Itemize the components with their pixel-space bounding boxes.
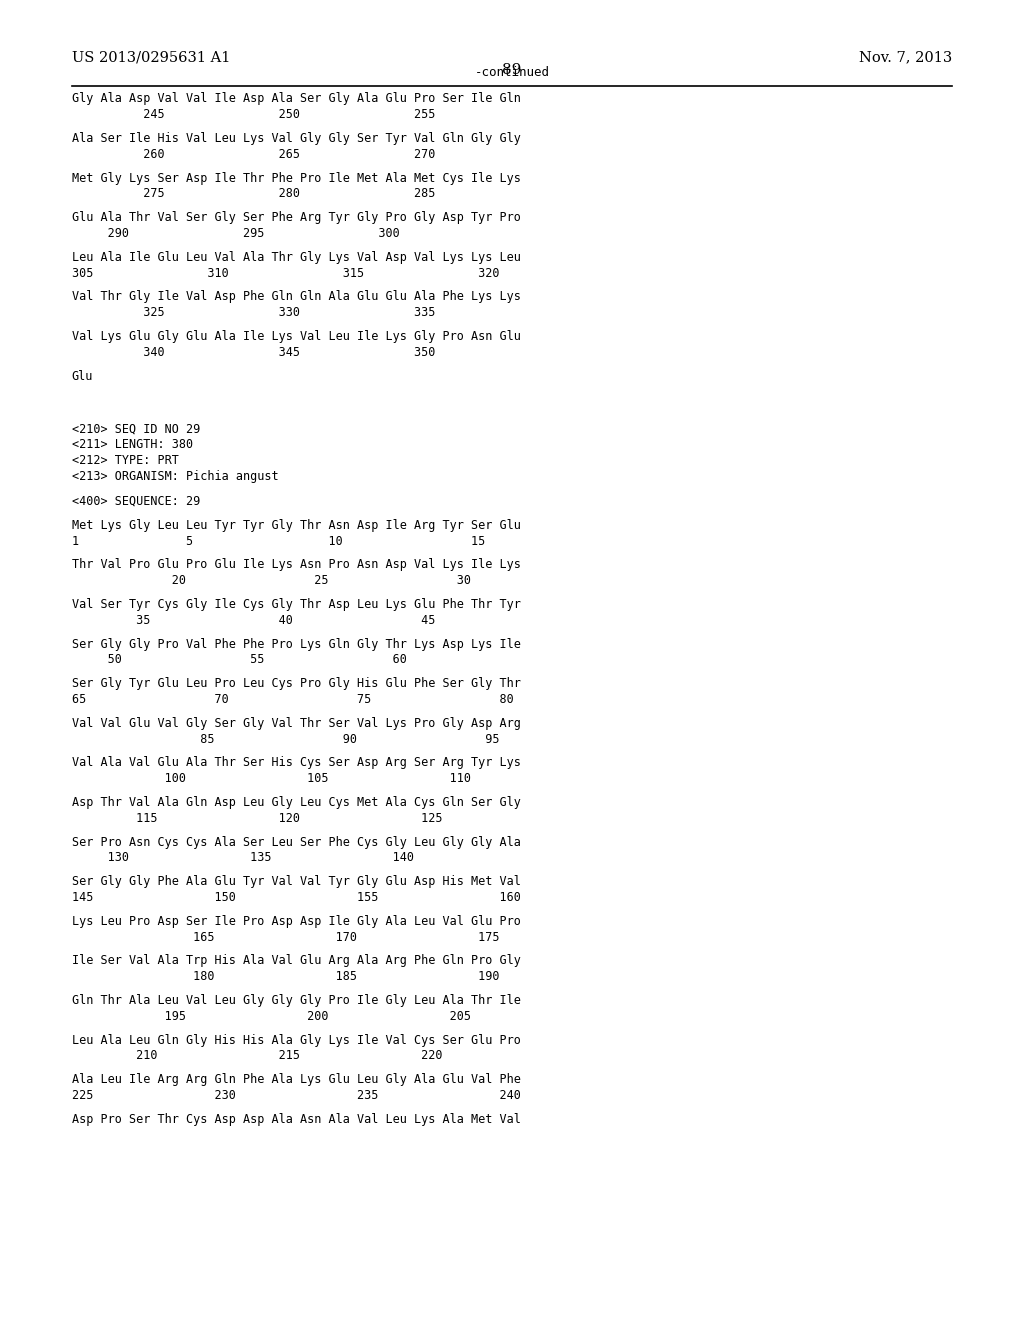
Text: 145                 150                 155                 160: 145 150 155 160 <box>72 891 520 904</box>
Text: 325                330                335: 325 330 335 <box>72 306 435 319</box>
Text: Val Ala Val Glu Ala Thr Ser His Cys Ser Asp Arg Ser Arg Tyr Lys: Val Ala Val Glu Ala Thr Ser His Cys Ser … <box>72 756 520 770</box>
Text: 65                  70                  75                  80: 65 70 75 80 <box>72 693 513 706</box>
Text: Met Lys Gly Leu Leu Tyr Tyr Gly Thr Asn Asp Ile Arg Tyr Ser Glu: Met Lys Gly Leu Leu Tyr Tyr Gly Thr Asn … <box>72 519 520 532</box>
Text: Asp Pro Ser Thr Cys Asp Asp Ala Asn Ala Val Leu Lys Ala Met Val: Asp Pro Ser Thr Cys Asp Asp Ala Asn Ala … <box>72 1113 520 1126</box>
Text: Ala Ser Ile His Val Leu Lys Val Gly Gly Ser Tyr Val Gln Gly Gly: Ala Ser Ile His Val Leu Lys Val Gly Gly … <box>72 132 520 145</box>
Text: 20                  25                  30: 20 25 30 <box>72 574 471 587</box>
Text: 210                 215                 220: 210 215 220 <box>72 1049 442 1063</box>
Text: 85                  90                  95: 85 90 95 <box>72 733 499 746</box>
Text: Ile Ser Val Ala Trp His Ala Val Glu Arg Ala Arg Phe Gln Pro Gly: Ile Ser Val Ala Trp His Ala Val Glu Arg … <box>72 954 520 968</box>
Text: US 2013/0295631 A1: US 2013/0295631 A1 <box>72 50 230 65</box>
Text: Leu Ala Leu Gln Gly His His Ala Gly Lys Ile Val Cys Ser Glu Pro: Leu Ala Leu Gln Gly His His Ala Gly Lys … <box>72 1034 520 1047</box>
Text: 225                 230                 235                 240: 225 230 235 240 <box>72 1089 520 1102</box>
Text: 290                295                300: 290 295 300 <box>72 227 399 240</box>
Text: -continued: -continued <box>474 66 550 79</box>
Text: 275                280                285: 275 280 285 <box>72 187 435 201</box>
Text: <211> LENGTH: 380: <211> LENGTH: 380 <box>72 438 193 451</box>
Text: 180                 185                 190: 180 185 190 <box>72 970 499 983</box>
Text: Met Gly Lys Ser Asp Ile Thr Phe Pro Ile Met Ala Met Cys Ile Lys: Met Gly Lys Ser Asp Ile Thr Phe Pro Ile … <box>72 172 520 185</box>
Text: 100                 105                 110: 100 105 110 <box>72 772 471 785</box>
Text: Ser Gly Gly Pro Val Phe Phe Pro Lys Gln Gly Thr Lys Asp Lys Ile: Ser Gly Gly Pro Val Phe Phe Pro Lys Gln … <box>72 638 520 651</box>
Text: <210> SEQ ID NO 29: <210> SEQ ID NO 29 <box>72 422 200 436</box>
Text: 50                  55                  60: 50 55 60 <box>72 653 407 667</box>
Text: Glu Ala Thr Val Ser Gly Ser Phe Arg Tyr Gly Pro Gly Asp Tyr Pro: Glu Ala Thr Val Ser Gly Ser Phe Arg Tyr … <box>72 211 520 224</box>
Text: 1               5                   10                  15: 1 5 10 15 <box>72 535 485 548</box>
Text: 245                250                255: 245 250 255 <box>72 108 435 121</box>
Text: Ser Gly Gly Phe Ala Glu Tyr Val Val Tyr Gly Glu Asp His Met Val: Ser Gly Gly Phe Ala Glu Tyr Val Val Tyr … <box>72 875 520 888</box>
Text: Gln Thr Ala Leu Val Leu Gly Gly Gly Pro Ile Gly Leu Ala Thr Ile: Gln Thr Ala Leu Val Leu Gly Gly Gly Pro … <box>72 994 520 1007</box>
Text: 340                345                350: 340 345 350 <box>72 346 435 359</box>
Text: 260                265                270: 260 265 270 <box>72 148 435 161</box>
Text: <212> TYPE: PRT: <212> TYPE: PRT <box>72 454 178 467</box>
Text: 195                 200                 205: 195 200 205 <box>72 1010 471 1023</box>
Text: Val Ser Tyr Cys Gly Ile Cys Gly Thr Asp Leu Lys Glu Phe Thr Tyr: Val Ser Tyr Cys Gly Ile Cys Gly Thr Asp … <box>72 598 520 611</box>
Text: <213> ORGANISM: Pichia angust: <213> ORGANISM: Pichia angust <box>72 470 279 483</box>
Text: Gly Ala Asp Val Val Ile Asp Ala Ser Gly Ala Glu Pro Ser Ile Gln: Gly Ala Asp Val Val Ile Asp Ala Ser Gly … <box>72 92 520 106</box>
Text: 35                  40                  45: 35 40 45 <box>72 614 435 627</box>
Text: Leu Ala Ile Glu Leu Val Ala Thr Gly Lys Val Asp Val Lys Lys Leu: Leu Ala Ile Glu Leu Val Ala Thr Gly Lys … <box>72 251 520 264</box>
Text: Lys Leu Pro Asp Ser Ile Pro Asp Asp Ile Gly Ala Leu Val Glu Pro: Lys Leu Pro Asp Ser Ile Pro Asp Asp Ile … <box>72 915 520 928</box>
Text: Val Val Glu Val Gly Ser Gly Val Thr Ser Val Lys Pro Gly Asp Arg: Val Val Glu Val Gly Ser Gly Val Thr Ser … <box>72 717 520 730</box>
Text: 89: 89 <box>503 63 521 78</box>
Text: Asp Thr Val Ala Gln Asp Leu Gly Leu Cys Met Ala Cys Gln Ser Gly: Asp Thr Val Ala Gln Asp Leu Gly Leu Cys … <box>72 796 520 809</box>
Text: Nov. 7, 2013: Nov. 7, 2013 <box>859 50 952 65</box>
Text: 305                310                315                320: 305 310 315 320 <box>72 267 499 280</box>
Text: 115                 120                 125: 115 120 125 <box>72 812 442 825</box>
Text: Thr Val Pro Glu Pro Glu Ile Lys Asn Pro Asn Asp Val Lys Ile Lys: Thr Val Pro Glu Pro Glu Ile Lys Asn Pro … <box>72 558 520 572</box>
Text: Val Thr Gly Ile Val Asp Phe Gln Gln Ala Glu Glu Ala Phe Lys Lys: Val Thr Gly Ile Val Asp Phe Gln Gln Ala … <box>72 290 520 304</box>
Text: Ser Pro Asn Cys Cys Ala Ser Leu Ser Phe Cys Gly Leu Gly Gly Ala: Ser Pro Asn Cys Cys Ala Ser Leu Ser Phe … <box>72 836 520 849</box>
Text: Ser Gly Tyr Glu Leu Pro Leu Cys Pro Gly His Glu Phe Ser Gly Thr: Ser Gly Tyr Glu Leu Pro Leu Cys Pro Gly … <box>72 677 520 690</box>
Text: Ala Leu Ile Arg Arg Gln Phe Ala Lys Glu Leu Gly Ala Glu Val Phe: Ala Leu Ile Arg Arg Gln Phe Ala Lys Glu … <box>72 1073 520 1086</box>
Text: Glu: Glu <box>72 370 93 383</box>
Text: <400> SEQUENCE: 29: <400> SEQUENCE: 29 <box>72 495 200 508</box>
Text: Val Lys Glu Gly Glu Ala Ile Lys Val Leu Ile Lys Gly Pro Asn Glu: Val Lys Glu Gly Glu Ala Ile Lys Val Leu … <box>72 330 520 343</box>
Text: 130                 135                 140: 130 135 140 <box>72 851 414 865</box>
Text: 165                 170                 175: 165 170 175 <box>72 931 499 944</box>
